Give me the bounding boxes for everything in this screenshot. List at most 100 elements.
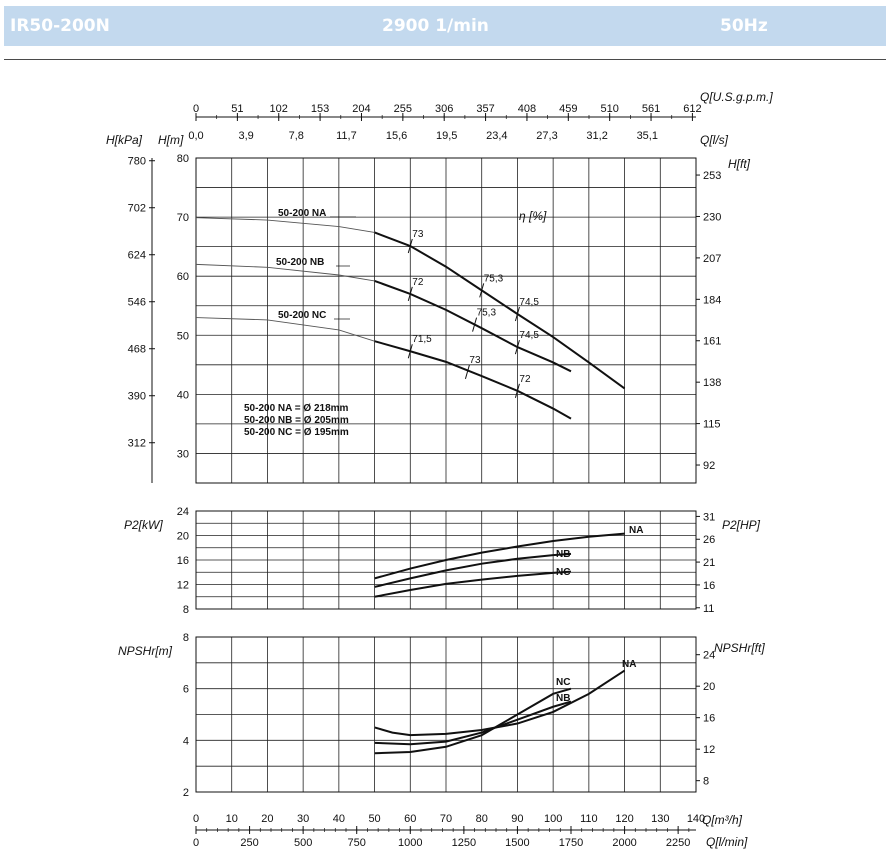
m3h-tick-label: 110 [580, 813, 598, 825]
kpa-axis-title: H[kPa] [106, 133, 143, 147]
ls-tick-label: 7,8 [289, 130, 304, 142]
lmin-tick-label: 2250 [666, 837, 690, 849]
npsh-ft-tick-label: 20 [703, 681, 715, 693]
kpa-tick-label: 702 [128, 203, 146, 215]
efficiency-axis-title: η [%] [519, 209, 547, 223]
hp-tick-label: 11 [703, 603, 714, 615]
lmin-tick-label: 2000 [612, 837, 636, 849]
npsh-tick-label: 6 [183, 684, 189, 696]
header-divider [4, 59, 886, 60]
lmin-tick-label: 500 [294, 837, 312, 849]
npsh-tick-label: 4 [183, 735, 189, 747]
ft-tick-label: 207 [703, 253, 721, 265]
ls-tick-label: 31,2 [586, 130, 607, 142]
ls-tick-label: 19,5 [436, 130, 457, 142]
usgpm-tick-label: 306 [435, 103, 453, 115]
usgpm-tick-label: 51 [231, 103, 243, 115]
lmin-tick-label: 1000 [398, 837, 422, 849]
power-tick-label: 8 [183, 604, 189, 616]
efficiency-mark [407, 238, 413, 254]
head-curve-thin-0 [195, 217, 375, 233]
kpa-tick-label: 312 [128, 438, 146, 450]
npsh-curve-label: NA [622, 659, 636, 670]
usgpm-tick-label: 255 [394, 103, 412, 115]
lmin-tick-label: 1750 [559, 837, 583, 849]
power-curve-label: NB [556, 549, 570, 560]
head-frame [195, 157, 697, 484]
head-axis-title: H[m] [158, 133, 184, 147]
m3h-tick-label: 100 [544, 813, 562, 825]
head-curve-label: 50-200 NB [276, 257, 324, 268]
efficiency-mark [514, 383, 520, 398]
kpa-tick-label: 546 [128, 297, 146, 309]
npsh-tick-label: 2 [183, 787, 189, 799]
npsh-axis-title: NPSHr[m] [118, 644, 173, 658]
head-curve-2 [374, 340, 572, 420]
efficiency-label: 73 [412, 229, 424, 240]
speed-label: 2900 1/min [382, 16, 489, 36]
ft-tick-label: 184 [703, 294, 721, 306]
ls-tick-label: 0,0 [188, 130, 203, 142]
kpa-tick-label: 780 [128, 156, 146, 168]
m3h-tick-label: 80 [476, 813, 488, 825]
ls-tick-label: 35,1 [637, 130, 658, 142]
npsh-curve-0 [374, 669, 626, 737]
power-curve-0 [374, 532, 625, 580]
power-frame [195, 510, 697, 610]
efficiency-mark [407, 344, 413, 359]
ls-tick-label: 3,9 [238, 130, 253, 142]
efficiency-label: 74,5 [519, 330, 539, 341]
diameter-note: 50-200 NA = Ø 218mm [244, 403, 349, 414]
npsh-curve-label: NC [556, 677, 570, 688]
ls-axis-title: Q[l/s] [700, 133, 729, 147]
ls-tick-label: 15,6 [386, 130, 407, 142]
m3h-tick-label: 60 [404, 813, 416, 825]
npsh-ft-tick-label: 12 [703, 744, 715, 756]
ft-tick-label: 115 [703, 419, 721, 431]
hp-tick-label: 26 [703, 534, 715, 546]
head-tick-label: 50 [177, 330, 189, 342]
npsh-tick-label: 8 [183, 632, 189, 644]
head-curve-thin-2 [195, 317, 375, 342]
m3h-tick-label: 70 [440, 813, 452, 825]
ls-tick-label: 23,4 [486, 130, 507, 142]
lmin-tick-label: 0 [193, 837, 199, 849]
head-curve-label: 50-200 NA [278, 208, 326, 219]
power-tick-label: 24 [177, 506, 189, 518]
npsh-ft-axis-title: NPSHr[ft] [714, 641, 765, 655]
npsh-curve-2 [374, 687, 572, 755]
power-tick-label: 16 [177, 555, 189, 567]
lmin-axis-title: Q[l/min] [706, 835, 748, 849]
efficiency-label: 73 [469, 355, 481, 366]
usgpm-tick-label: 612 [683, 103, 701, 115]
usgpm-tick-label: 510 [600, 103, 618, 115]
m3h-tick-label: 90 [511, 813, 523, 825]
efficiency-label: 71,5 [412, 334, 432, 345]
frequency-label: 50Hz [720, 16, 768, 36]
lmin-tick-label: 1500 [505, 837, 529, 849]
ls-tick-label: 27,3 [536, 130, 557, 142]
efficiency-mark [407, 286, 413, 302]
m3h-tick-label: 20 [261, 813, 273, 825]
ls-tick-label: 11,7 [336, 130, 357, 142]
m3h-tick-label: 140 [687, 813, 705, 825]
kpa-tick-label: 468 [128, 344, 146, 356]
diameter-note: 50-200 NC = Ø 195mm [244, 427, 349, 438]
head-curve-0 [374, 231, 626, 390]
usgpm-tick-label: 408 [518, 103, 536, 115]
diameter-note: 50-200 NB = Ø 205mm [244, 415, 349, 426]
efficiency-label: 72 [519, 374, 531, 385]
npsh-ft-tick-label: 8 [703, 776, 709, 788]
power-curve-label: NA [629, 525, 643, 536]
ft-tick-label: 92 [703, 460, 715, 472]
usgpm-tick-label: 102 [270, 103, 288, 115]
efficiency-label: 75,3 [477, 308, 497, 319]
ft-axis-title: H[ft] [728, 157, 751, 171]
lmin-tick-label: 250 [240, 837, 258, 849]
power-axis-title: P2[kW] [124, 518, 163, 532]
npsh-frame [195, 636, 697, 793]
power-tick-label: 20 [177, 531, 189, 543]
usgpm-tick-label: 153 [311, 103, 329, 115]
efficiency-mark [472, 317, 478, 332]
